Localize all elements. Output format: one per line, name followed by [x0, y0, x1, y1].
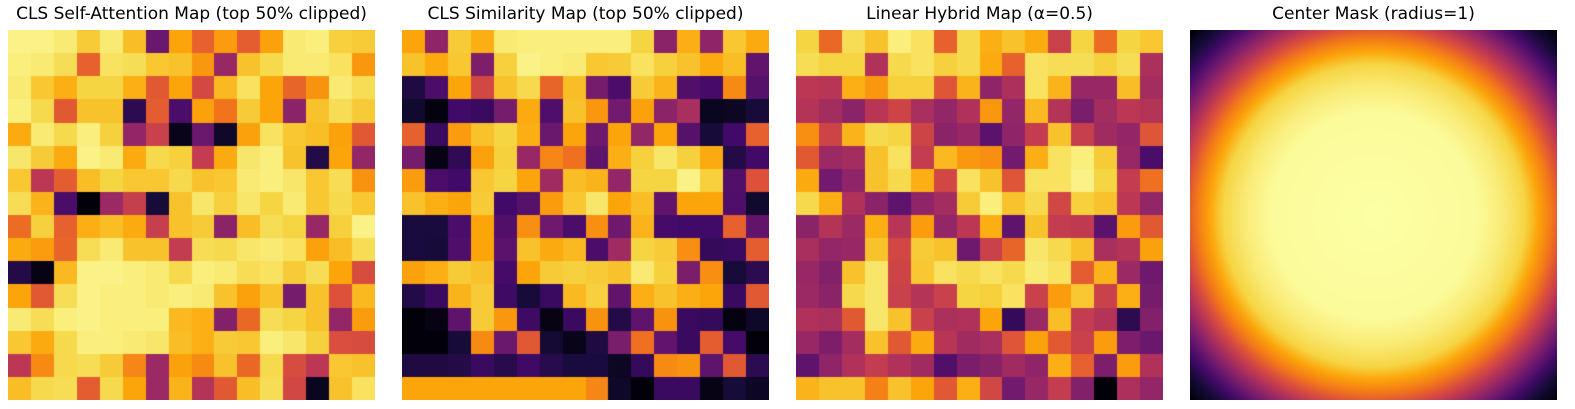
panel-center-mask: Center Mask (radius=1): [1190, 0, 1557, 409]
panel-linear-hybrid: Linear Hybrid Map (α=0.5): [796, 0, 1163, 409]
panel-cls-self-attention: CLS Self-Attention Map (top 50% clipped): [8, 0, 375, 409]
cls-self-attention-title: CLS Self-Attention Map (top 50% clipped): [16, 4, 367, 24]
linear-hybrid-heatmap: [796, 30, 1163, 400]
linear-hybrid-title: Linear Hybrid Map (α=0.5): [866, 4, 1093, 24]
center-mask-title: Center Mask (radius=1): [1272, 4, 1475, 24]
center-mask-gradient: [1190, 30, 1557, 400]
panel-cls-similarity: CLS Similarity Map (top 50% clipped): [402, 0, 769, 409]
cls-similarity-heatmap: [402, 30, 769, 400]
cls-similarity-title: CLS Similarity Map (top 50% clipped): [427, 4, 744, 24]
cls-self-attention-heatmap: [8, 30, 375, 400]
